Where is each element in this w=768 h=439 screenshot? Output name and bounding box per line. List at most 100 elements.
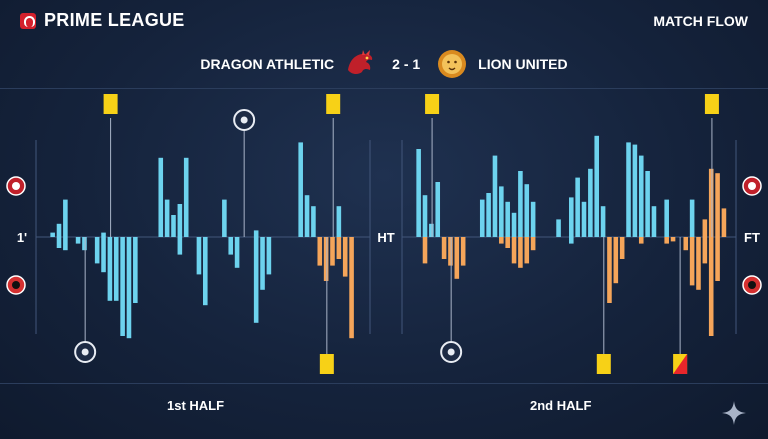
home-momentum-bar bbox=[575, 177, 580, 237]
away-momentum-bar bbox=[266, 237, 272, 275]
match-score: 2 - 1 bbox=[392, 56, 421, 72]
away-momentum-bar-up bbox=[708, 168, 714, 237]
away-momentum-bar bbox=[569, 237, 574, 244]
home-momentum-bar bbox=[632, 144, 638, 237]
home-momentum-bar bbox=[556, 219, 561, 237]
away-momentum-bar bbox=[203, 237, 208, 306]
away-momentum-bar bbox=[56, 237, 62, 248]
home-momentum-bar bbox=[158, 157, 164, 237]
yellow-card-icon bbox=[704, 94, 719, 114]
away-momentum-bar bbox=[107, 237, 113, 301]
home-momentum-bar bbox=[530, 201, 536, 237]
away-momentum-bar bbox=[253, 237, 259, 323]
home-momentum-bar bbox=[63, 199, 68, 237]
home-momentum-bar bbox=[581, 201, 587, 237]
home-momentum-bar bbox=[492, 155, 498, 237]
match-flow-chart: 1' HT FT bbox=[0, 90, 768, 380]
away-momentum-bar bbox=[702, 237, 708, 264]
home-momentum-bar bbox=[422, 195, 428, 237]
match-scoreline: DRAGON ATHLETIC 2 - 1 LION UNITED bbox=[0, 48, 768, 84]
home-momentum-bar bbox=[664, 199, 669, 237]
home-momentum-bar bbox=[336, 206, 342, 237]
away-momentum-bar bbox=[101, 237, 106, 273]
away-momentum-bar bbox=[82, 237, 87, 251]
away-momentum-bar-up bbox=[702, 219, 708, 237]
away-momentum-bar bbox=[120, 237, 125, 336]
home-momentum-bar bbox=[304, 195, 310, 237]
ball-icon-panel bbox=[81, 348, 89, 356]
home-momentum-bar bbox=[505, 201, 510, 237]
home-side-crest-icon-right-inner bbox=[748, 182, 756, 190]
home-momentum-bar bbox=[518, 171, 523, 237]
sparkle-icon[interactable] bbox=[720, 399, 748, 427]
away-momentum-bar-up bbox=[715, 173, 720, 237]
away-momentum-bar bbox=[689, 237, 695, 286]
home-momentum-bar bbox=[511, 212, 517, 237]
away-momentum-bar bbox=[715, 237, 720, 281]
dragon-crest-icon bbox=[348, 50, 373, 75]
away-momentum-bar bbox=[683, 237, 689, 251]
away-momentum-bar bbox=[505, 237, 510, 248]
away-momentum-bar bbox=[75, 237, 81, 244]
away-momentum-bar bbox=[317, 237, 323, 266]
away-momentum-bar bbox=[524, 237, 530, 264]
away-momentum-bar bbox=[460, 237, 466, 266]
away-momentum-bar bbox=[336, 237, 342, 259]
home-side-crest-icon-inner bbox=[12, 182, 20, 190]
view-title: MATCH FLOW bbox=[653, 13, 748, 29]
yellow-card-icon bbox=[103, 94, 118, 114]
away-momentum-bar bbox=[607, 237, 612, 303]
home-momentum-bar bbox=[524, 184, 530, 237]
away-team-name: LION UNITED bbox=[478, 56, 568, 72]
away-momentum-bar bbox=[94, 237, 100, 264]
away-momentum-bar bbox=[133, 237, 138, 303]
league-logo-icon bbox=[20, 12, 36, 29]
first-half-label[interactable]: 1st HALF bbox=[167, 398, 225, 413]
halftime-label: HT bbox=[377, 230, 394, 245]
away-side-crest-icon-right-inner bbox=[748, 281, 756, 289]
away-momentum-bar bbox=[696, 237, 701, 290]
home-momentum-bar bbox=[222, 199, 227, 237]
away-momentum-bar bbox=[177, 237, 183, 255]
away-momentum-bar bbox=[196, 237, 202, 275]
away-momentum-bar bbox=[113, 237, 119, 301]
away-momentum-bar bbox=[530, 237, 536, 251]
home-momentum-bar bbox=[171, 215, 176, 237]
away-momentum-bar bbox=[234, 237, 240, 268]
away-momentum-bar bbox=[638, 237, 644, 244]
away-momentum-bar bbox=[349, 237, 354, 339]
home-momentum-bar bbox=[600, 206, 606, 237]
league-name: PRIME LEAGUE bbox=[44, 10, 185, 30]
second-half-label[interactable]: 2nd HALF bbox=[530, 398, 592, 413]
league-brand[interactable]: PRIME LEAGUE bbox=[20, 10, 185, 31]
away-momentum-bar bbox=[330, 237, 335, 266]
away-momentum-bar bbox=[448, 237, 453, 266]
home-momentum-bar bbox=[429, 223, 434, 237]
bottom-divider bbox=[0, 383, 768, 384]
home-momentum-bar bbox=[101, 232, 106, 237]
home-momentum-bar bbox=[594, 135, 600, 237]
home-momentum-bar bbox=[177, 204, 183, 237]
away-momentum-bar bbox=[499, 237, 504, 244]
home-momentum-bar bbox=[253, 230, 259, 237]
away-momentum-bar-up bbox=[721, 208, 727, 237]
start-minute-label: 1' bbox=[17, 230, 27, 245]
home-momentum-bar bbox=[416, 149, 421, 237]
ball-icon-panel bbox=[447, 348, 455, 356]
away-momentum-bar bbox=[63, 237, 68, 251]
yellow-card-icon bbox=[596, 354, 611, 374]
yellow-card-icon bbox=[425, 94, 440, 114]
home-momentum-bar bbox=[164, 199, 170, 237]
home-momentum-bar bbox=[645, 171, 650, 237]
away-momentum-bar bbox=[441, 237, 447, 259]
away-momentum-bar bbox=[670, 237, 676, 242]
away-side-crest-icon-inner bbox=[12, 281, 20, 289]
home-momentum-bar bbox=[50, 232, 55, 237]
ball-icon-panel bbox=[240, 116, 248, 124]
away-momentum-bar bbox=[613, 237, 619, 284]
home-momentum-bar bbox=[183, 157, 189, 237]
home-momentum-bar bbox=[311, 206, 316, 237]
match-flow-svg: 1' HT FT bbox=[6, 94, 762, 374]
header: PRIME LEAGUE MATCH FLOW bbox=[0, 0, 768, 44]
home-momentum-bar bbox=[638, 155, 644, 237]
